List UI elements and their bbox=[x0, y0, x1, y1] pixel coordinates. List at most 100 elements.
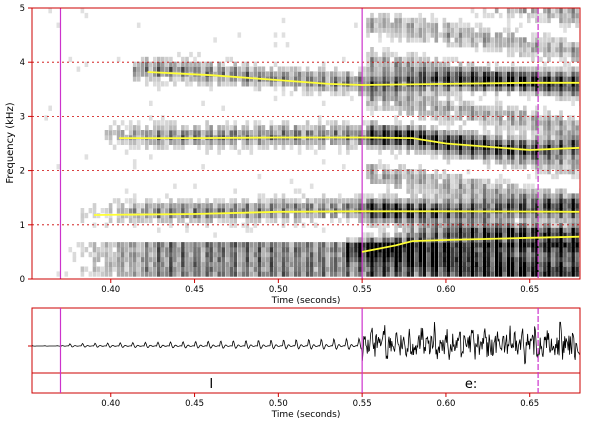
spectrogram-cell bbox=[394, 12, 398, 19]
spectrogram-cell bbox=[446, 144, 451, 150]
spectrogram-cell bbox=[563, 22, 567, 28]
spectrogram-cell bbox=[406, 144, 410, 150]
spectrogram-cell bbox=[438, 251, 443, 258]
spectrogram-cell bbox=[289, 144, 294, 150]
spectrogram-cell bbox=[543, 47, 547, 53]
spectrogram-cell bbox=[132, 271, 137, 277]
spectrogram-cell bbox=[406, 61, 410, 67]
spectrogram-cell bbox=[535, 173, 539, 180]
spectrogram-cell bbox=[442, 173, 447, 180]
spectrogram-cell bbox=[321, 100, 326, 106]
spectrogram-cell bbox=[394, 66, 398, 72]
formant-tracks[interactable] bbox=[93, 71, 580, 253]
spectrogram-cell bbox=[406, 198, 410, 204]
spectrogram-cell bbox=[406, 27, 410, 33]
spectrogram-cell bbox=[567, 139, 571, 145]
spectrogram-cell bbox=[567, 17, 571, 24]
spectrogram-cell bbox=[342, 71, 346, 77]
spectrogram-cell bbox=[201, 217, 205, 224]
spectrogram-cell bbox=[539, 115, 543, 121]
spectrogram-cell bbox=[173, 139, 177, 145]
spectrogram-cell bbox=[157, 81, 161, 87]
spectrogram-cell bbox=[567, 266, 571, 272]
spectrogram-cell bbox=[442, 115, 447, 121]
spectrogram-cell bbox=[257, 208, 262, 214]
spectrogram-cell bbox=[410, 76, 414, 82]
spectrogram-cell bbox=[571, 95, 575, 102]
spectrogram-cell bbox=[494, 237, 499, 243]
spectrogram-cell bbox=[523, 105, 527, 111]
spectrogram-cell bbox=[418, 130, 422, 136]
waveform[interactable] bbox=[32, 321, 580, 365]
spectrogram-cell bbox=[334, 71, 338, 77]
spectrogram-cell bbox=[506, 237, 511, 243]
spectrogram-cell bbox=[575, 169, 579, 175]
spectrogram-cell bbox=[378, 212, 382, 219]
spectrogram-cell bbox=[177, 61, 181, 67]
spectrogram-cell bbox=[68, 247, 73, 253]
spectrogram-cell bbox=[567, 251, 571, 258]
spectrogram-cell bbox=[434, 271, 439, 277]
spectrogram-cell bbox=[398, 261, 402, 267]
spectrogram-cell bbox=[249, 266, 254, 272]
segment-label[interactable]: I bbox=[209, 377, 213, 392]
spectrogram-cell bbox=[169, 261, 173, 267]
spectrogram-cell bbox=[398, 12, 402, 19]
spectrogram-cell bbox=[462, 198, 467, 204]
spectrogram-cell bbox=[366, 90, 370, 97]
spectrogram-cell bbox=[406, 86, 410, 92]
spectrogram-cell bbox=[382, 178, 386, 184]
spectrogram-cell bbox=[531, 208, 535, 214]
spectrogram-cell bbox=[378, 227, 382, 233]
spectrogram-cell bbox=[325, 203, 330, 209]
spectrogram-cell bbox=[535, 247, 539, 253]
spectrogram-cell bbox=[273, 42, 278, 48]
spectrogram-cell bbox=[527, 251, 531, 258]
spectrogram-cell bbox=[257, 251, 262, 258]
spectrogram-cell bbox=[309, 242, 314, 248]
spectrogram-cell bbox=[153, 61, 157, 67]
segment-label[interactable]: e: bbox=[465, 377, 477, 392]
spectrogram-cell bbox=[442, 247, 447, 253]
spectrogram-cell bbox=[446, 61, 451, 67]
formant-track-2[interactable] bbox=[119, 136, 580, 151]
spectrogram-cell bbox=[474, 12, 479, 19]
spectrogram-cell bbox=[523, 232, 527, 238]
spectrogram-cell bbox=[402, 32, 406, 38]
spectrogram-cell bbox=[354, 22, 358, 28]
frequency-tick-label: 4 bbox=[20, 58, 25, 68]
spectrogram-cell bbox=[382, 266, 386, 272]
spectrogram-cell bbox=[394, 266, 398, 272]
spectrogram-cell bbox=[502, 212, 507, 219]
spectrogram-cell bbox=[519, 144, 523, 150]
spectrogram-cell bbox=[462, 227, 467, 233]
formant-track-4[interactable] bbox=[361, 235, 580, 253]
spectrogram-cell bbox=[547, 134, 551, 141]
spectrogram-cell bbox=[76, 66, 81, 72]
spectrogram-cell bbox=[438, 222, 443, 228]
spectrogram-cell bbox=[418, 17, 422, 24]
spectrogram-cell bbox=[265, 212, 270, 219]
spectrogram-cell bbox=[233, 217, 237, 224]
spectrogram-cell bbox=[378, 81, 382, 87]
spectrogram-cell bbox=[398, 120, 402, 126]
spectrogram-cell bbox=[414, 17, 418, 24]
spectrogram-cell bbox=[454, 212, 459, 219]
spectrogram-cell bbox=[217, 256, 221, 263]
spectrogram-cell bbox=[515, 71, 519, 77]
spectrogram-cell bbox=[273, 76, 278, 82]
spectrogram-cell bbox=[120, 217, 125, 224]
spectrogram-cell bbox=[515, 164, 519, 170]
formant-track-1[interactable] bbox=[93, 210, 580, 216]
spectrogram-cell bbox=[543, 212, 547, 219]
formant-track-3[interactable] bbox=[147, 71, 580, 86]
spectrogram-cell bbox=[233, 139, 237, 145]
spectrogram-cell bbox=[426, 227, 431, 233]
spectrogram-cell bbox=[177, 256, 181, 263]
spectrogram-cell bbox=[281, 86, 286, 92]
spectrogram-cell bbox=[374, 178, 378, 184]
spectrogram-cell bbox=[277, 71, 282, 77]
spectrogram-cell bbox=[185, 222, 189, 228]
spectrogram-cell bbox=[157, 203, 161, 209]
